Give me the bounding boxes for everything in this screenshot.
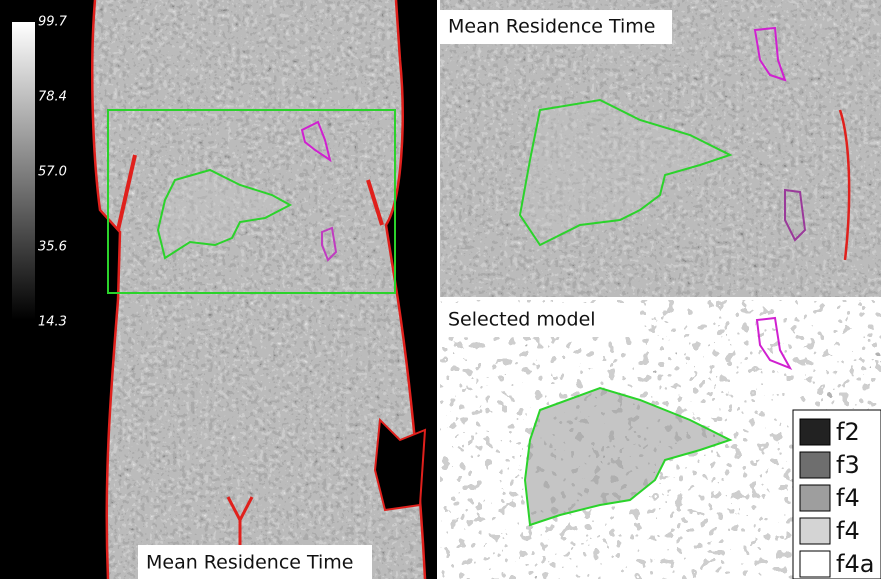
colorbar [12, 22, 35, 320]
arm-region [373, 417, 427, 512]
label-box [440, 10, 672, 44]
colorbar-label: 57.0 [38, 165, 67, 180]
mrt-map [92, 0, 425, 579]
magenta-contour [755, 316, 793, 370]
roi-box [107, 109, 396, 294]
panel-title: Mean Residence Time [448, 16, 656, 38]
magenta-contour [321, 226, 338, 262]
magenta-contour [300, 120, 332, 163]
label-box [440, 303, 640, 337]
mrt-zoom [440, 0, 881, 297]
legend-label: f4 [836, 484, 860, 512]
arm-outline [116, 154, 384, 231]
legend-swatch [799, 550, 831, 578]
panel-title: Selected model [448, 309, 596, 331]
legend-label: f4 [836, 517, 860, 545]
legend-label: f4a [836, 550, 874, 578]
label-box [138, 545, 372, 579]
magenta-contour [784, 188, 807, 242]
legend-label: f3 [836, 451, 860, 479]
legend: f2 f3 f4 f4 f4a [792, 409, 881, 579]
colorbar-label: 35.6 [38, 240, 67, 255]
legend-swatch [799, 517, 831, 545]
liver-contour [518, 98, 733, 247]
body-outline [838, 109, 851, 261]
magenta-contour [753, 26, 787, 82]
legend-label: f2 [836, 418, 860, 446]
legend-swatch [799, 418, 831, 446]
panel-title: Mean Residence Time [146, 552, 354, 574]
colorbar-label: 78.4 [38, 90, 67, 105]
liver-contour [523, 386, 733, 527]
liver-contour [156, 168, 293, 260]
colorbar-label: 14.3 [38, 315, 67, 330]
legend-swatch [799, 484, 831, 512]
legend-swatch [799, 451, 831, 479]
colorbar-label: 99.7 [38, 15, 68, 30]
